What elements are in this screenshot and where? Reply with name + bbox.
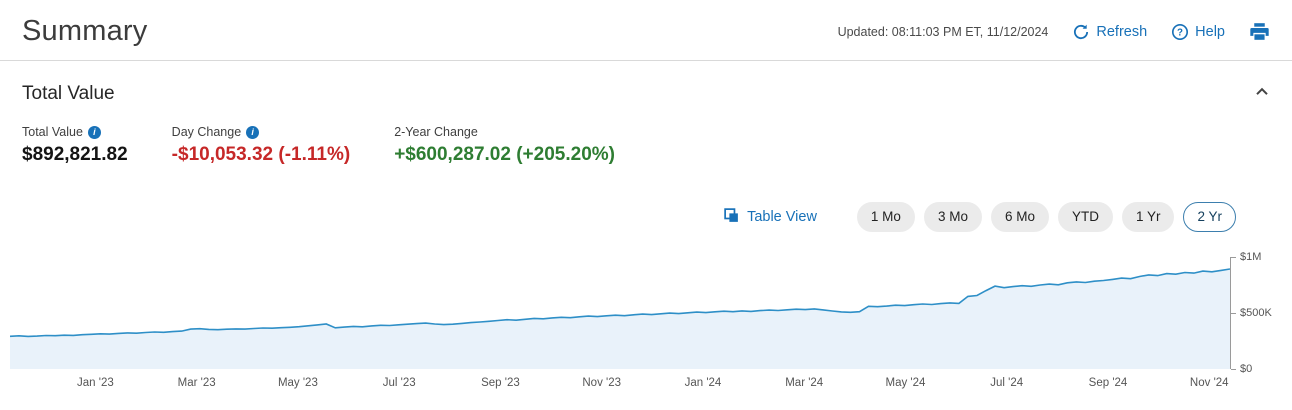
refresh-label: Refresh (1096, 23, 1148, 40)
range-button-3mo[interactable]: 3 Mo (923, 202, 982, 233)
x-axis-label: Mar '24 (785, 377, 824, 390)
two-year-change-amount: +$600,287.02 (+205.20%) (394, 144, 615, 165)
total-value-amount: $892,821.82 (22, 144, 128, 165)
total-value-section: Total Value Total Value $892,821.82 (0, 61, 1292, 396)
range-button-1mo[interactable]: 1 Mo (856, 202, 915, 233)
help-button[interactable]: ? Help (1171, 23, 1225, 41)
x-axis-label: Jul '24 (990, 377, 1024, 390)
x-axis-label: Jan '23 (77, 377, 114, 390)
day-change-amount: -$10,053.32 (-1.11%) (171, 144, 351, 165)
chart-line (10, 269, 1230, 336)
y-axis: $1M $500K $0 (1230, 251, 1292, 375)
updated-timestamp: Updated: 08:11:03 PM ET, 11/12/2024 (837, 24, 1049, 39)
x-axis-label: Sep '23 (481, 377, 520, 390)
total-value-label: Total Value (22, 125, 83, 139)
x-axis-label: May '23 (277, 377, 318, 390)
y-axis-label: $1M (1231, 251, 1261, 263)
range-button-ytd[interactable]: YTD (1057, 202, 1113, 233)
info-icon[interactable] (87, 125, 101, 139)
x-axis-label: May '24 (885, 377, 926, 390)
range-button-6mo[interactable]: 6 Mo (990, 202, 1049, 233)
y-axis-label: $0 (1231, 363, 1252, 375)
x-axis: Jan '23 Mar '23 May '23 Jul '23 Sep '23 … (10, 374, 1230, 396)
section-header: Total Value (0, 61, 1292, 105)
refresh-icon (1072, 23, 1090, 41)
x-axis-label: Nov '23 (582, 377, 622, 390)
collapse-section-button[interactable] (1254, 84, 1270, 105)
x-axis-label: Jul '23 (382, 377, 416, 390)
table-view-icon (723, 207, 740, 228)
range-selector: 1 Mo 3 Mo 6 Mo YTD 1 Yr 2 Yr (856, 202, 1236, 233)
header-divider (0, 60, 1292, 61)
range-button-2yr[interactable]: 2 Yr (1183, 202, 1236, 233)
two-year-change-label: 2-Year Change (394, 125, 478, 139)
help-label: Help (1195, 23, 1225, 40)
chart-plot-area[interactable] (10, 257, 1230, 370)
total-value-chart: $1M $500K $0 Jan '23 Mar '23 May '23 Jul… (0, 251, 1292, 396)
stats-row: Total Value $892,821.82 Day Change -$10,… (0, 105, 1292, 166)
chart-controls: Table View 1 Mo 3 Mo 6 Mo YTD 1 Yr 2 Yr (0, 166, 1292, 233)
day-change-label: Day Change (171, 125, 242, 139)
total-value-chart-svg (10, 257, 1230, 370)
x-axis-label: Sep '24 (1088, 377, 1128, 390)
printer-icon (1249, 21, 1270, 42)
x-axis-label: Nov '24 (1189, 377, 1229, 390)
x-axis-label: Jan '24 (684, 377, 722, 390)
info-icon[interactable] (246, 125, 260, 139)
help-icon: ? (1171, 23, 1189, 41)
section-title: Total Value (22, 83, 115, 104)
table-view-button[interactable]: Table View (723, 207, 817, 228)
page-header: Summary Updated: 08:11:03 PM ET, 11/12/2… (0, 0, 1292, 60)
page-title: Summary (22, 15, 148, 47)
refresh-button[interactable]: Refresh (1072, 23, 1147, 41)
svg-text:?: ? (1177, 27, 1183, 38)
stat-total-value: Total Value $892,821.82 (22, 125, 128, 166)
header-actions: Updated: 08:11:03 PM ET, 11/12/2024 Refr… (838, 21, 1270, 42)
print-button[interactable] (1249, 21, 1270, 42)
table-view-label: Table View (747, 209, 817, 226)
chart-area-fill (10, 269, 1230, 370)
x-axis-label: Mar '23 (177, 377, 216, 390)
range-button-1yr[interactable]: 1 Yr (1121, 202, 1175, 233)
stat-day-change: Day Change -$10,053.32 (-1.11%) (172, 125, 351, 166)
stat-two-year-change: 2-Year Change +$600,287.02 (+205.20%) (394, 125, 615, 166)
chevron-up-icon (1254, 87, 1270, 104)
y-axis-label: $500K (1231, 307, 1272, 319)
